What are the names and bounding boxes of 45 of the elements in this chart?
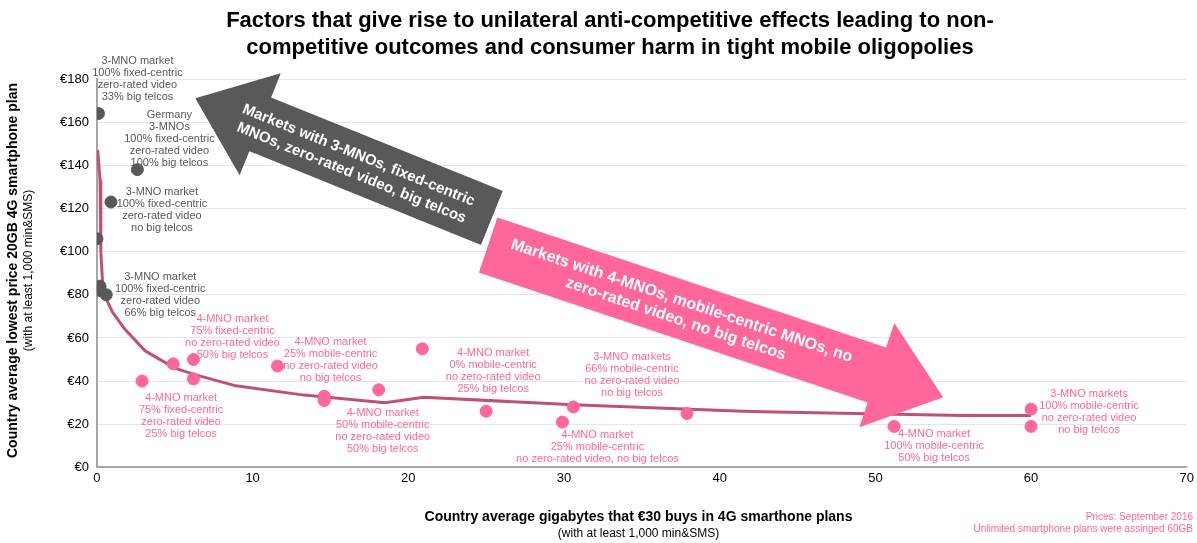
annotation: 4-MNO market 50% mobile-centric no zero-rated video 50% big telcos <box>335 406 431 455</box>
x-tick-label: 30 <box>556 469 572 485</box>
x-tick-label: 50 <box>868 469 883 485</box>
chart-title: Factors that give rise to unilateral anti-competitive effects leading to non-competitive outcomes and consumer harm in tight mobile oligopolies <box>225 6 995 60</box>
point <box>555 415 569 429</box>
y-tick-label: €180 <box>60 70 89 86</box>
x-tick-label: 0 <box>93 469 101 485</box>
y-tick-label: €20 <box>67 415 89 431</box>
y-tick-label: €80 <box>67 286 89 302</box>
annotation: 3-MNO market 100% fixed-centric zero-rated video 33% big telcos <box>92 54 184 103</box>
point <box>186 372 200 386</box>
x-tick-label: 20 <box>401 469 416 485</box>
y-axis-title: Country average lowest price 20GB 4G smartphone plan (with at least 1,000 min&SMS) <box>3 82 36 460</box>
y-tick-label: €100 <box>60 243 89 259</box>
annotation: 4-MNO market 100% mobile-centric 50% big telcos <box>884 426 985 463</box>
y-tick-label: €0 <box>74 458 89 474</box>
point <box>271 359 285 373</box>
point <box>415 342 429 356</box>
y-tick-label: €120 <box>60 200 89 216</box>
point <box>1024 402 1038 416</box>
annotation: 3-MNO market 100% fixed-centric zero-rated video no big telcos <box>116 184 208 233</box>
point <box>1024 419 1038 433</box>
annotation: 3-MNO markets 100% mobile-centric no zero-rated video no big telcos <box>1039 386 1140 435</box>
point <box>166 357 180 371</box>
x-axis-title: Country average gigabytes that €30 buys in 4G smarthone plans (with at least 1,000 min&SMS) <box>424 508 853 540</box>
x-tick-label: 70 <box>1179 469 1194 485</box>
annotation: 3-MNO markets 66% mobile-centric no zero-rated video no big telcos <box>584 349 680 398</box>
point <box>479 404 493 418</box>
point <box>680 406 694 420</box>
y-tick-label: €140 <box>60 156 89 172</box>
y-tick-label: €40 <box>67 372 89 388</box>
annotation: 4-MNO market 25% mobile-centric no zero-rated video no big telcos <box>283 334 378 383</box>
y-tick-label: €60 <box>67 329 89 345</box>
x-tick-label: 60 <box>1023 469 1039 485</box>
annotation: 4-MNO market 75% fixed-centric zero-rated video 25% big telcos <box>138 390 224 439</box>
annotation: 4-MNO market 0% mobile-centric no zero-rated video 25% big telcos <box>445 345 541 394</box>
text: Unlimited smartphone plans were assinged 60GB <box>973 523 1193 534</box>
y-tick-label: €160 <box>60 113 89 129</box>
point <box>372 383 386 397</box>
x-tick-label: 10 <box>245 469 260 485</box>
text: Prices: September 2016 <box>1085 511 1193 522</box>
point <box>566 400 580 414</box>
x-tick-label: 40 <box>712 469 727 485</box>
point <box>135 374 149 388</box>
annotation: 4-MNO market 25% mobile-centric no zero-rated video, no big telcos <box>516 427 680 464</box>
